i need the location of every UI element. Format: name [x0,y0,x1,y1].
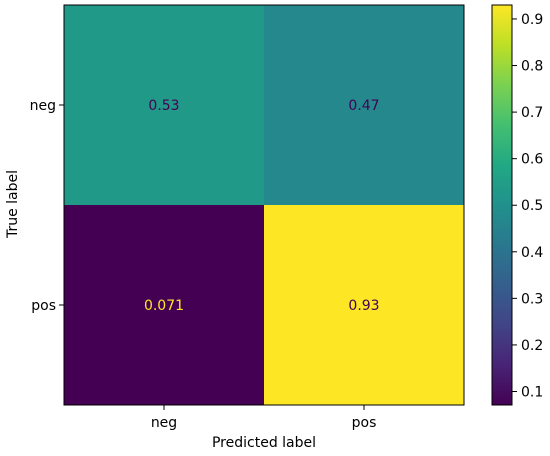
y-tick-label: neg [30,98,56,114]
cell-value-label: 0.071 [144,298,184,314]
colorbar-tick-label: 0.8 [521,59,543,75]
heatmap-cell [264,5,464,205]
colorbar: 0.1 0.2 0.3 0.4 0.5 0.6 0.7 0.8 0.9 [491,4,543,406]
colorbar-tick-label: 0.3 [521,291,543,307]
colorbar-tick-label: 0.6 [521,152,543,168]
cell-value-label: 0.47 [348,98,379,114]
cell-value-label: 0.53 [148,98,179,114]
colorbar-tick-label: 0.9 [521,12,543,28]
colorbar-tick-label: 0.4 [521,245,543,261]
y-axis-label: True label [5,170,21,239]
colorbar-tick-label: 0.2 [521,338,543,354]
cell-value-label: 0.93 [348,298,379,314]
heatmap-cell [264,205,464,405]
colorbar-tick-label: 0.5 [521,198,543,214]
x-tick-label: pos [352,415,377,431]
colorbar-tick-label: 0.1 [521,384,543,400]
heatmap-cells: 0.53 0.47 0.071 0.93 [64,5,464,405]
plot-frame [63,4,465,406]
heatmap-cell [64,5,264,205]
colorbar-tick-label: 0.7 [521,105,543,121]
x-axis: neg pos [151,405,377,431]
x-tick-label: neg [151,415,177,431]
heatmap-cell [64,205,264,405]
x-axis-label: Predicted label [212,435,316,451]
y-axis: neg pos [30,98,64,314]
y-tick-label: pos [31,298,56,314]
colorbar-gradient [492,5,512,405]
